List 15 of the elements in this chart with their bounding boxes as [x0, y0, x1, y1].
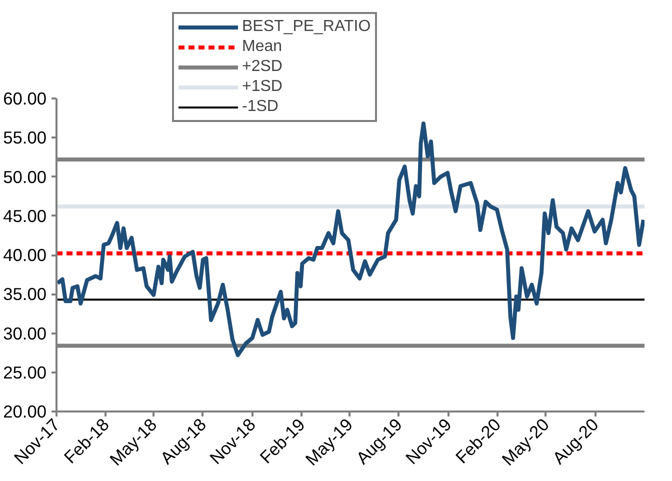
- y-tick-label: 25.00: [3, 362, 47, 382]
- y-tick-label: 50.00: [3, 166, 47, 187]
- y-tick-label: 35.00: [3, 284, 47, 304]
- legend-label: -1SD: [242, 98, 278, 116]
- y-tick-label: 55.00: [3, 128, 47, 148]
- line-series: [56, 122, 644, 358]
- y-tick-label: 45.00: [3, 206, 47, 226]
- legend-label: BEST_PE_RATIO: [242, 18, 371, 36]
- legend-label: +1SD: [242, 78, 282, 96]
- legend-label: Mean: [242, 38, 282, 56]
- y-tick-label: 30.00: [3, 323, 47, 344]
- y-tick-label: 60.00: [3, 88, 47, 108]
- legend-label: +2SD: [242, 58, 282, 76]
- y-tick-label: 20.00: [3, 402, 47, 422]
- y-tick-label: 40.00: [3, 245, 47, 265]
